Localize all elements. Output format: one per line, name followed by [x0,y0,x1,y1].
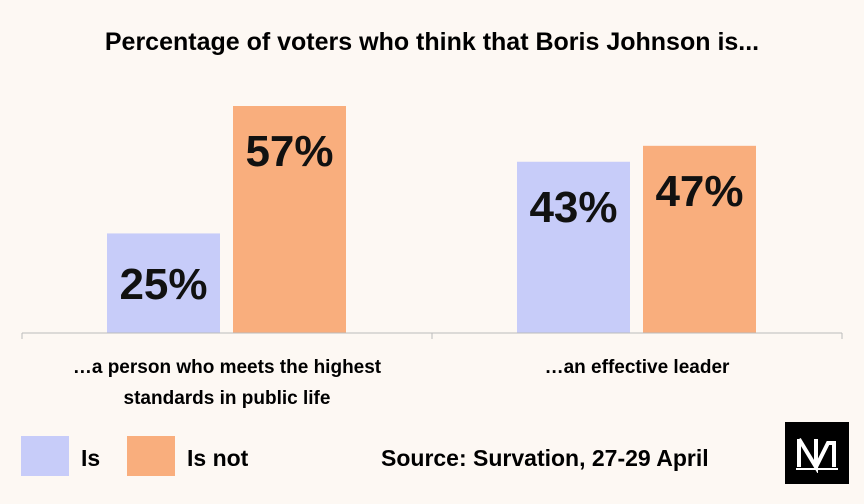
legend-label-is-not: Is not [187,445,249,471]
bar-is-not-0 [233,106,346,333]
data-label: 43% [529,183,617,232]
data-label: 25% [119,260,207,309]
bar-is-not-1 [643,145,756,333]
legend-swatch-is-not [127,436,175,476]
data-label: 47% [655,167,743,216]
nm-logo-icon [785,422,849,484]
legend-label-is: Is [81,445,101,471]
data-label: 57% [245,127,333,176]
category-label-line: …a person who meets the highest [72,357,382,378]
legend-swatch-is [21,436,69,476]
category-label-line: …an effective leader [544,357,730,378]
bar-is-0 [107,233,220,333]
category-label-line: standards in public life [123,388,331,409]
bar-is-1 [517,161,630,333]
category-label-leader: …an effective leader [437,352,837,383]
source-note: Source: Survation, 27-29 April [381,445,709,471]
category-label-standards: …a person who meets the highest standard… [27,352,427,414]
chart-title: Percentage of voters who think that Bori… [104,28,760,56]
